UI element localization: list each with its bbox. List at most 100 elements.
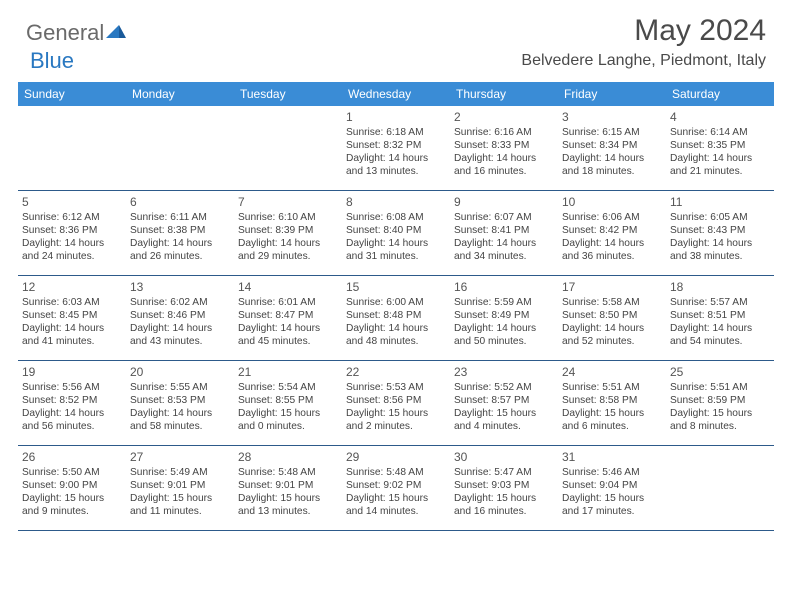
day-cell: 23Sunrise: 5:52 AMSunset: 8:57 PMDayligh… [450,361,558,445]
daylight-line: Daylight: 14 hours and 13 minutes. [346,152,446,178]
day-number: 12 [22,280,122,294]
sunrise-line: Sunrise: 6:05 AM [670,211,770,224]
weekday-header-cell: Wednesday [342,82,450,106]
day-cell: 12Sunrise: 6:03 AMSunset: 8:45 PMDayligh… [18,276,126,360]
sunset-line: Sunset: 8:36 PM [22,224,122,237]
day-cell: 2Sunrise: 6:16 AMSunset: 8:33 PMDaylight… [450,106,558,190]
day-number: 11 [670,195,770,209]
sunset-line: Sunset: 8:41 PM [454,224,554,237]
day-cell: 18Sunrise: 5:57 AMSunset: 8:51 PMDayligh… [666,276,774,360]
day-cell: 8Sunrise: 6:08 AMSunset: 8:40 PMDaylight… [342,191,450,275]
sunrise-line: Sunrise: 6:02 AM [130,296,230,309]
sunrise-line: Sunrise: 5:54 AM [238,381,338,394]
daylight-line: Daylight: 14 hours and 54 minutes. [670,322,770,348]
day-number: 23 [454,365,554,379]
sunset-line: Sunset: 8:49 PM [454,309,554,322]
sunrise-line: Sunrise: 5:47 AM [454,466,554,479]
day-number: 17 [562,280,662,294]
sunrise-line: Sunrise: 5:48 AM [238,466,338,479]
day-number: 30 [454,450,554,464]
daylight-line: Daylight: 14 hours and 41 minutes. [22,322,122,348]
weekday-header: SundayMondayTuesdayWednesdayThursdayFrid… [18,82,774,106]
sunrise-line: Sunrise: 5:55 AM [130,381,230,394]
sunset-line: Sunset: 8:56 PM [346,394,446,407]
day-cell: 24Sunrise: 5:51 AMSunset: 8:58 PMDayligh… [558,361,666,445]
location: Belvedere Langhe, Piedmont, Italy [521,52,766,70]
weekday-header-cell: Monday [126,82,234,106]
day-number: 19 [22,365,122,379]
day-number: 10 [562,195,662,209]
weeks-container: 1Sunrise: 6:18 AMSunset: 8:32 PMDaylight… [18,106,774,531]
logo: General [26,14,128,46]
sunrise-line: Sunrise: 6:06 AM [562,211,662,224]
daylight-line: Daylight: 14 hours and 45 minutes. [238,322,338,348]
sunrise-line: Sunrise: 5:58 AM [562,296,662,309]
sunrise-line: Sunrise: 6:01 AM [238,296,338,309]
sunset-line: Sunset: 9:03 PM [454,479,554,492]
sunrise-line: Sunrise: 5:50 AM [22,466,122,479]
day-number: 29 [346,450,446,464]
sunset-line: Sunset: 8:51 PM [670,309,770,322]
day-cell: 21Sunrise: 5:54 AMSunset: 8:55 PMDayligh… [234,361,342,445]
day-cell: 4Sunrise: 6:14 AMSunset: 8:35 PMDaylight… [666,106,774,190]
daylight-line: Daylight: 14 hours and 56 minutes. [22,407,122,433]
sunset-line: Sunset: 8:53 PM [130,394,230,407]
day-cell [666,446,774,530]
daylight-line: Daylight: 14 hours and 31 minutes. [346,237,446,263]
sunset-line: Sunset: 8:50 PM [562,309,662,322]
sunrise-line: Sunrise: 6:07 AM [454,211,554,224]
day-cell: 17Sunrise: 5:58 AMSunset: 8:50 PMDayligh… [558,276,666,360]
weekday-header-cell: Sunday [18,82,126,106]
sunset-line: Sunset: 9:04 PM [562,479,662,492]
logo-triangle-icon [106,23,126,39]
daylight-line: Daylight: 14 hours and 24 minutes. [22,237,122,263]
day-number: 20 [130,365,230,379]
daylight-line: Daylight: 14 hours and 21 minutes. [670,152,770,178]
sunrise-line: Sunrise: 5:53 AM [346,381,446,394]
week-row: 12Sunrise: 6:03 AMSunset: 8:45 PMDayligh… [18,276,774,361]
sunrise-line: Sunrise: 5:59 AM [454,296,554,309]
day-cell: 9Sunrise: 6:07 AMSunset: 8:41 PMDaylight… [450,191,558,275]
daylight-line: Daylight: 14 hours and 43 minutes. [130,322,230,348]
week-row: 19Sunrise: 5:56 AMSunset: 8:52 PMDayligh… [18,361,774,446]
sunrise-line: Sunrise: 5:52 AM [454,381,554,394]
day-cell: 1Sunrise: 6:18 AMSunset: 8:32 PMDaylight… [342,106,450,190]
sunrise-line: Sunrise: 6:10 AM [238,211,338,224]
day-cell: 5Sunrise: 6:12 AMSunset: 8:36 PMDaylight… [18,191,126,275]
daylight-line: Daylight: 15 hours and 4 minutes. [454,407,554,433]
month-title: May 2024 [521,14,766,48]
day-number: 31 [562,450,662,464]
day-cell: 3Sunrise: 6:15 AMSunset: 8:34 PMDaylight… [558,106,666,190]
day-number: 14 [238,280,338,294]
daylight-line: Daylight: 15 hours and 8 minutes. [670,407,770,433]
sunset-line: Sunset: 8:47 PM [238,309,338,322]
sunrise-line: Sunrise: 5:57 AM [670,296,770,309]
sunrise-line: Sunrise: 6:00 AM [346,296,446,309]
sunset-line: Sunset: 8:40 PM [346,224,446,237]
day-cell: 13 Sunrise: 6:02 AMSunset: 8:46 PMDayligh… [126,276,234,360]
sunset-line: Sunset: 8:33 PM [454,139,554,152]
sunset-line: Sunset: 8:39 PM [238,224,338,237]
sunrise-line: Sunrise: 5:49 AM [130,466,230,479]
day-number: 7 [238,195,338,209]
day-number: 13 [130,280,230,294]
sunrise-line: Sunrise: 5:56 AM [22,381,122,394]
day-number: 26 [22,450,122,464]
day-number: 9 [454,195,554,209]
daylight-line: Daylight: 14 hours and 29 minutes. [238,237,338,263]
logo-text-blue: Blue [30,48,74,74]
sunset-line: Sunset: 8:32 PM [346,139,446,152]
week-row: 26Sunrise: 5:50 AMSunset: 9:00 PMDayligh… [18,446,774,531]
weekday-header-cell: Friday [558,82,666,106]
daylight-line: Daylight: 15 hours and 17 minutes. [562,492,662,518]
day-cell: 7 Sunrise: 6:10 AMSunset: 8:39 PMDaylight… [234,191,342,275]
sunset-line: Sunset: 9:02 PM [346,479,446,492]
daylight-line: Daylight: 14 hours and 50 minutes. [454,322,554,348]
day-number: 15 [346,280,446,294]
sunrise-line: Sunrise: 6:14 AM [670,126,770,139]
daylight-line: Daylight: 14 hours and 16 minutes. [454,152,554,178]
day-cell: 26Sunrise: 5:50 AMSunset: 9:00 PMDayligh… [18,446,126,530]
sunset-line: Sunset: 8:46 PM [130,309,230,322]
sunset-line: Sunset: 9:01 PM [238,479,338,492]
weekday-header-cell: Saturday [666,82,774,106]
